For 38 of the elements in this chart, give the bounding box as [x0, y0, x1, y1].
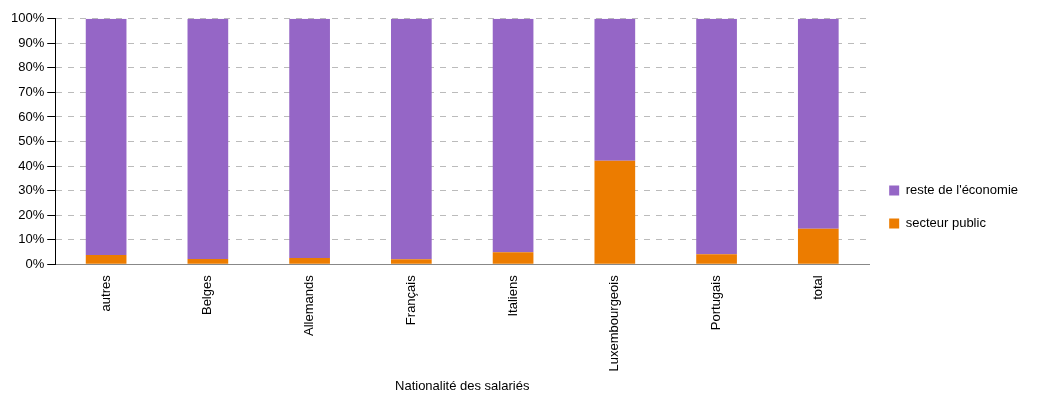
- bar: [289, 257, 330, 264]
- bar: [594, 18, 636, 161]
- y-tick-label: 40%: [18, 157, 45, 173]
- x-axis-title: Nationalité des salariés: [395, 377, 530, 393]
- y-tick-label: 20%: [18, 206, 45, 222]
- y-tick-label: 80%: [18, 59, 45, 75]
- bar: [696, 254, 737, 264]
- y-tick-label: 70%: [18, 84, 45, 100]
- y-tick-label: 60%: [18, 108, 45, 124]
- bar: [85, 254, 127, 264]
- y-tick-label: 90%: [18, 34, 45, 50]
- bar: [187, 258, 229, 264]
- x-tick-label: total: [809, 275, 825, 300]
- y-tick-label: 0%: [25, 255, 45, 271]
- bar: [85, 18, 127, 255]
- bar: [289, 18, 330, 258]
- legend-label: secteur public: [905, 215, 987, 231]
- bar: [696, 18, 737, 255]
- x-tick-label: Luxembourgeois: [606, 274, 622, 372]
- bar: [492, 252, 534, 264]
- bar: [187, 18, 229, 259]
- bar: [594, 160, 636, 264]
- bar: [391, 259, 432, 264]
- y-tick-label: 100%: [11, 10, 45, 26]
- x-tick-label: autres: [97, 274, 113, 312]
- x-tick-label: Français: [402, 274, 418, 326]
- x-tick-label: Allemands: [301, 274, 317, 336]
- x-tick-label: Belges: [199, 274, 215, 316]
- x-tick-label: Portugais: [708, 274, 724, 331]
- y-tick-label: 50%: [18, 133, 45, 149]
- bar: [797, 228, 839, 264]
- x-tick-label: Italiens: [504, 274, 520, 317]
- bar: [797, 18, 839, 229]
- legend-label: reste de l'économie: [905, 182, 1019, 198]
- bar: [391, 18, 432, 260]
- y-tick-label: 10%: [18, 231, 45, 247]
- bar: [492, 18, 534, 253]
- y-tick-label: 30%: [18, 182, 45, 198]
